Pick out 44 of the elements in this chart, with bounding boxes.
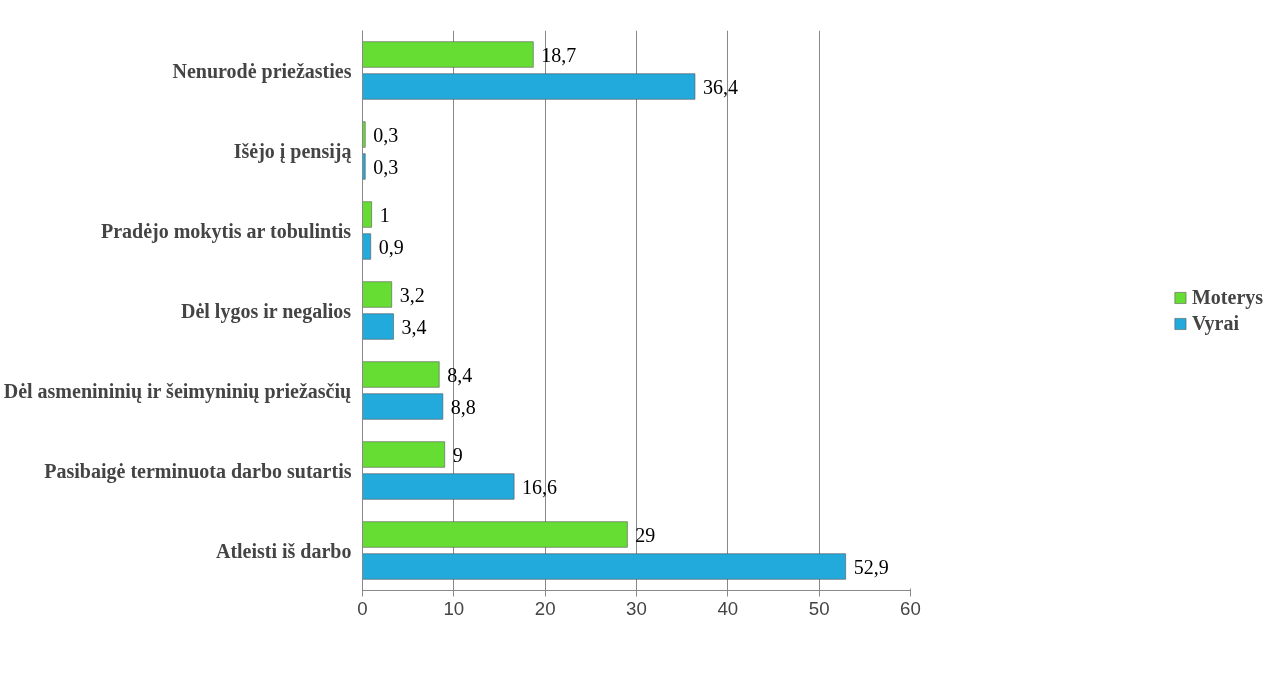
bar xyxy=(362,201,372,228)
data-label: 18,7 xyxy=(541,43,577,66)
bar xyxy=(362,313,394,340)
data-label: 0,9 xyxy=(378,235,404,258)
y-tick-label: Dėl lygos ir negalios xyxy=(180,299,352,323)
x-tick-label: 50 xyxy=(808,597,830,619)
bar xyxy=(362,233,372,260)
bar xyxy=(362,153,366,180)
bar xyxy=(362,441,445,468)
x-tick-label: 10 xyxy=(443,597,465,619)
bar xyxy=(362,361,440,388)
data-label: 16,6 xyxy=(522,475,558,498)
data-label: 0,3 xyxy=(373,123,399,146)
bar xyxy=(362,41,534,68)
bar xyxy=(362,521,628,548)
data-label: 29 xyxy=(635,523,656,546)
bar xyxy=(362,553,846,580)
data-label: 0,3 xyxy=(373,155,399,178)
x-tick-label: 60 xyxy=(900,597,921,619)
data-label: 1 xyxy=(379,203,390,226)
y-tick-label: Išėjo į pensiją xyxy=(233,139,352,163)
legend-label: Moterys xyxy=(1191,285,1264,309)
y-tick-label: Dėl asmenininių ir šeimyninių priežasčių xyxy=(3,379,352,403)
data-label: 8,4 xyxy=(447,363,473,386)
x-tick-label: 30 xyxy=(626,597,647,619)
x-tick-label: 20 xyxy=(534,597,556,619)
legend-label: Vyrai xyxy=(1191,311,1240,335)
bar xyxy=(362,281,393,308)
y-tick-label: Pradėjo mokytis ar tobulintis xyxy=(100,219,352,243)
data-label: 9 xyxy=(452,443,463,466)
bar xyxy=(362,73,696,100)
data-label: 52,9 xyxy=(853,555,889,578)
y-tick-label: Nenurodė priežasties xyxy=(172,59,352,83)
bar xyxy=(362,393,444,420)
bar xyxy=(362,121,366,148)
y-tick-label: Pasibaigė terminuota darbo sutartis xyxy=(44,459,352,483)
data-label: 8,8 xyxy=(450,395,476,418)
x-tick-label: 40 xyxy=(717,597,739,619)
bar xyxy=(362,473,515,500)
y-tick-label: Atleisti iš darbo xyxy=(215,539,352,562)
data-label: 3,2 xyxy=(399,283,425,306)
x-tick-label: 0 xyxy=(357,597,368,619)
data-label: 36,4 xyxy=(702,75,738,98)
data-label: 3,4 xyxy=(401,315,427,338)
